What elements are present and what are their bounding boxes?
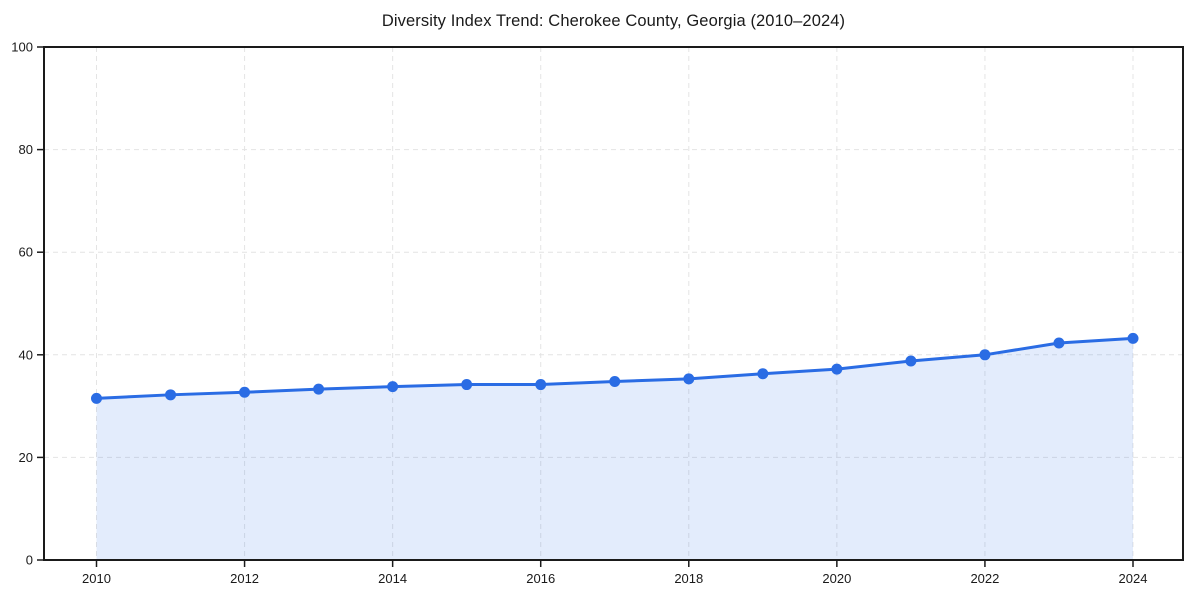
data-point-2020 xyxy=(831,363,843,375)
area-fill xyxy=(96,338,1133,560)
y-tick-label-80: 80 xyxy=(19,142,33,157)
x-tick-label-2012: 2012 xyxy=(230,571,259,586)
chart-title: Diversity Index Trend: Cherokee County, … xyxy=(381,12,846,30)
x-tick-label-2014: 2014 xyxy=(378,571,407,586)
x-tick-label-2010: 2010 xyxy=(82,571,111,586)
data-point-2022 xyxy=(979,349,991,361)
y-tick-label-40: 40 xyxy=(19,347,33,362)
y-tick-label-20: 20 xyxy=(19,450,33,465)
data-point-2016 xyxy=(535,379,547,391)
data-point-2024 xyxy=(1127,332,1139,344)
data-point-2018 xyxy=(683,373,695,385)
x-tick-label-2022: 2022 xyxy=(970,571,999,586)
x-tick-label-2018: 2018 xyxy=(674,571,703,586)
axis-frame xyxy=(43,46,1184,561)
y-tick-label-60: 60 xyxy=(19,245,33,260)
data-point-2017 xyxy=(609,375,621,387)
data-point-2023 xyxy=(1053,337,1065,349)
data-point-2013 xyxy=(313,383,325,395)
data-point-2021 xyxy=(905,355,917,367)
data-point-2019 xyxy=(757,368,769,380)
data-point-2014 xyxy=(387,381,399,393)
data-point-2011 xyxy=(165,389,177,401)
y-tick-label-100: 100 xyxy=(11,40,33,55)
data-point-2012 xyxy=(239,386,251,398)
data-point-2010 xyxy=(91,392,102,404)
x-tick-label-2020: 2020 xyxy=(822,571,851,586)
y-tick-label-0: 0 xyxy=(26,553,33,568)
x-tick-label-2024: 2024 xyxy=(1119,571,1148,586)
x-tick-label-2016: 2016 xyxy=(526,571,555,586)
data-point-2015 xyxy=(461,379,473,391)
